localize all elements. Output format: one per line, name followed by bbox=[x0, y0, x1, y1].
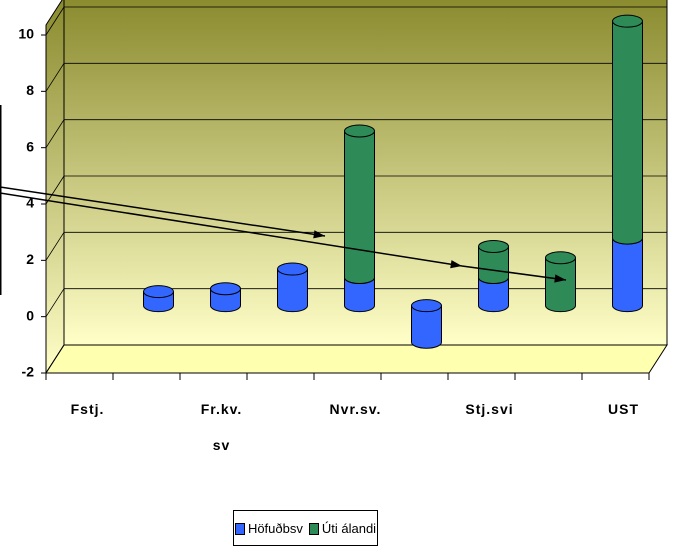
arrow-line bbox=[461, 265, 567, 281]
bar-group bbox=[143, 285, 174, 313]
bar-cap bbox=[612, 14, 643, 28]
side-wall bbox=[45, 0, 65, 375]
bar-group bbox=[612, 231, 643, 313]
x-tick-label: Fr.kv. sv bbox=[200, 401, 243, 453]
arrow-head bbox=[450, 260, 462, 269]
legend-item: Höfuðbsv bbox=[234, 520, 303, 536]
grid-side bbox=[45, 344, 65, 374]
y-tick-label: 0 bbox=[26, 307, 34, 323]
bar-group bbox=[210, 282, 241, 313]
bar-cap bbox=[545, 251, 576, 265]
legend-label: Höfuðbsv bbox=[247, 520, 303, 536]
grid-side bbox=[45, 288, 65, 317]
y-tick-label: 2 bbox=[26, 251, 34, 267]
bar-cap bbox=[210, 282, 241, 296]
grid-side bbox=[45, 63, 65, 92]
y-tick-label: 8 bbox=[26, 82, 34, 98]
legend-label: Úti álandi bbox=[321, 520, 377, 536]
x-tick-label: UST bbox=[608, 401, 639, 417]
chart: -2 0 2 4 6 8 10 bbox=[0, 0, 668, 380]
x-tick-label: Stj.svi bbox=[465, 401, 514, 417]
bar bbox=[344, 131, 375, 278]
bar bbox=[612, 21, 643, 239]
x-tick-label: Nvr.sv. bbox=[329, 401, 382, 417]
grid-side bbox=[45, 119, 65, 148]
grid-side bbox=[45, 175, 65, 205]
grid-side bbox=[45, 6, 65, 36]
y-tick-label: -2 bbox=[22, 364, 35, 380]
bar-group bbox=[277, 262, 308, 313]
legend-swatch bbox=[234, 523, 245, 536]
bar bbox=[545, 257, 576, 306]
bar-group bbox=[344, 124, 375, 284]
x-tick-label: Fstj. bbox=[70, 401, 105, 417]
grid-side bbox=[45, 232, 65, 261]
bar-cap bbox=[411, 299, 442, 313]
bar-cap bbox=[277, 262, 308, 276]
bar bbox=[612, 238, 643, 306]
y-tick-label: 4 bbox=[26, 195, 34, 211]
arrow-line bbox=[0, 192, 463, 267]
bar-group bbox=[612, 14, 643, 245]
arrow-head bbox=[313, 230, 325, 239]
arrow-line bbox=[0, 186, 326, 237]
bar-cap bbox=[143, 285, 174, 299]
bar-cap bbox=[478, 240, 509, 254]
y-tick-label: 6 bbox=[26, 138, 34, 154]
arrow-head bbox=[554, 274, 566, 283]
bar-group bbox=[545, 251, 576, 313]
bar-group bbox=[478, 240, 509, 284]
bar-cap bbox=[344, 124, 375, 138]
legend-item: Úti álandi bbox=[308, 520, 377, 536]
floor bbox=[45, 344, 668, 374]
bar-group bbox=[411, 299, 442, 349]
y-tick-label: 10 bbox=[18, 26, 34, 42]
legend-swatch bbox=[308, 523, 319, 536]
legend: Höfuðbsv Úti álandi bbox=[233, 510, 378, 546]
